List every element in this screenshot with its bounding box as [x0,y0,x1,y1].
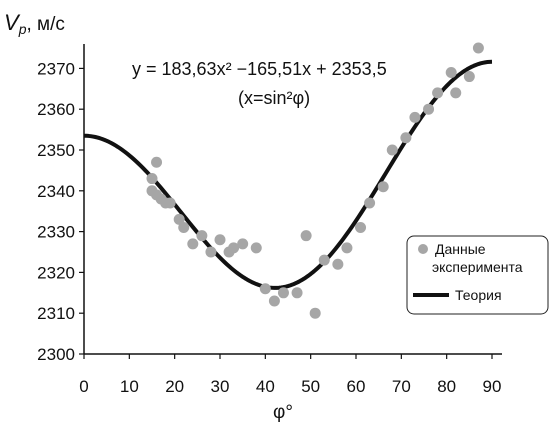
y-tick-label: 2320 [37,263,75,282]
y-tick-label: 2360 [37,100,75,119]
data-point [355,222,367,234]
y-tick-label: 2330 [37,223,75,242]
data-point [386,144,398,156]
data-point [164,197,176,209]
y-tick-label: 2370 [37,59,75,78]
data-point [377,181,389,193]
data-point [259,283,271,295]
data-point [228,242,240,254]
data-point [318,254,330,266]
y-tick-label: 2340 [37,182,75,201]
legend-label-data-line2: эксперимента [432,259,523,275]
data-point [196,230,208,242]
data-point [472,42,484,54]
data-point [450,87,462,99]
y-tick-label: 2310 [37,304,75,323]
data-point [364,197,376,209]
data-point [205,246,217,258]
data-point [463,71,475,83]
legend-label-data-line1: Данные [435,241,486,257]
data-point [309,307,321,319]
data-point [341,242,353,254]
x-axis-title: φ° [273,402,293,423]
data-point [214,234,226,246]
y-axis-title-unit: , м/с [26,14,64,35]
y-axis-title-sub: p [18,21,27,37]
plot-area [83,44,502,355]
y-axis-title-main: V [4,10,21,35]
data-point [291,287,303,299]
x-tick-label: 90 [483,377,502,396]
data-point [268,295,280,307]
data-point [432,87,444,99]
data-point [237,238,249,250]
data-point [277,287,289,299]
legend-label-theory: Теория [455,287,502,303]
data-point [445,66,457,78]
legend: Данные эксперимента Теория [406,235,549,315]
data-point [173,213,185,225]
x-tick-label: 50 [301,377,320,396]
data-point [250,242,262,254]
y-tick-label: 2350 [37,141,75,160]
y-tick-labels: 2300 2310 2320 2330 2340 2350 2360 2370 [37,59,84,364]
x-tick-label: 40 [256,377,275,396]
x-tick-label: 80 [437,377,456,396]
data-point [332,258,344,270]
legend-marker-data [418,244,428,254]
x-tick-label: 70 [392,377,411,396]
data-point [146,173,158,185]
data-point [151,156,163,168]
legend-label-data: Данные эксперимента [432,241,523,275]
x-tick-label: 60 [347,377,366,396]
formula-line-2: (x=sin²φ) [238,88,310,108]
data-point [409,111,421,123]
x-tick-label: 20 [165,377,184,396]
formula-line-1: y = 183,63x² −165,51x + 2353,5 [132,59,387,79]
x-tick-label: 10 [120,377,139,396]
data-point [423,103,435,115]
data-point [300,230,312,242]
x-tick-label: 30 [211,377,230,396]
y-axis-title: Vp, м/с [4,10,65,37]
x-tick-labels: 0 10 20 30 40 50 60 70 80 90 [79,354,501,396]
data-points [146,42,484,319]
x-tick-label: 0 [79,377,88,396]
y-tick-label: 2300 [37,345,75,364]
data-point [400,132,412,144]
data-point [187,238,199,250]
data-point [178,222,190,234]
